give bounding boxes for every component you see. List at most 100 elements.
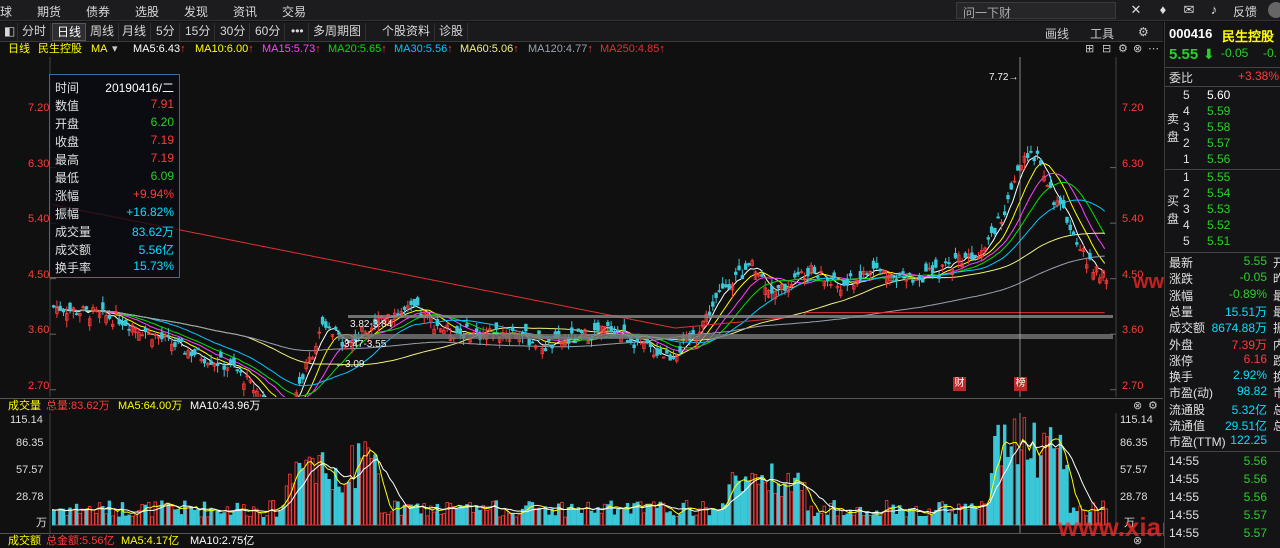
tab-multi-period[interactable]: 多周期图 [309, 23, 367, 41]
volume-bar [645, 503, 649, 526]
collapse-icon[interactable]: ✕ [1130, 2, 1142, 17]
zoom-out-icon[interactable]: ⊟ [1102, 43, 1112, 55]
menu-item-trade[interactable]: 交易 [282, 5, 307, 19]
quote-panel: 000416 民生控股 5.55 ⬇ -0.05 -0. 委比 +3.38% 卖盘… [1164, 22, 1280, 548]
close-icon[interactable]: ⊗ [1133, 43, 1143, 55]
candle-body [835, 285, 840, 289]
tab-30min[interactable]: 30分 [216, 23, 251, 41]
ask-level-2[interactable]: 2 5.57 [1165, 136, 1280, 152]
candle-body [868, 271, 872, 276]
candle-body [622, 324, 626, 332]
bid-level-2[interactable]: 2 5.54 [1165, 186, 1280, 202]
settings-icon[interactable]: ⚙ [1118, 43, 1128, 55]
menu-item-futures[interactable]: 期货 [37, 5, 62, 19]
candle-body [842, 280, 846, 286]
draw-line-button[interactable]: 画线 [1045, 27, 1070, 41]
feedback-button[interactable]: 反馈 [1233, 5, 1258, 19]
menu-item-stock[interactable]: 球 [0, 5, 13, 19]
bid-level-3[interactable]: 3 5.53 [1165, 202, 1280, 218]
bid-level-1[interactable]: 1 5.55 [1165, 170, 1280, 186]
avatar-icon[interactable] [1268, 2, 1280, 18]
candle-body [753, 271, 758, 280]
stock-name: 民生控股 [1222, 29, 1275, 44]
ranking-badge[interactable]: 榜 [1014, 377, 1027, 391]
volume-bar [668, 511, 672, 526]
tools-button[interactable]: 工具 [1090, 27, 1115, 41]
candle-body [1104, 279, 1109, 284]
more-icon[interactable]: ⋯ [1148, 43, 1159, 55]
layout-toggle-icon[interactable]: ◧ [0, 23, 18, 41]
volume-bar [570, 503, 574, 526]
settings-icon[interactable]: ⚙ [1138, 25, 1149, 39]
candle-body [110, 323, 115, 327]
volume-bar [347, 481, 351, 526]
candle-body [311, 357, 315, 360]
ask-level-5[interactable]: 5 5.60 [1165, 88, 1280, 104]
candle-body [1075, 242, 1079, 245]
menu-item-screener[interactable]: 选股 [135, 5, 160, 19]
ask-level-1[interactable]: 1 5.56 [1165, 152, 1280, 168]
candle-body [255, 390, 259, 397]
search-input[interactable]: 问一下财 [956, 2, 1116, 20]
stock-label: 民生控股 [38, 43, 82, 55]
volume-bar [379, 512, 384, 526]
bid-level-5[interactable]: 5 5.51 [1165, 234, 1280, 250]
candle-body [727, 284, 731, 290]
settings-icon[interactable]: ⚙ [1148, 400, 1158, 412]
candle-body [314, 345, 318, 354]
ask-level-4[interactable]: 4 5.59 [1165, 104, 1280, 120]
ask-level-3[interactable]: 3 5.58 [1165, 120, 1280, 136]
bell-icon[interactable]: ♪ [1210, 2, 1218, 17]
volume-bar [842, 515, 846, 526]
candle-body [779, 284, 784, 290]
volume-bar [688, 507, 692, 526]
candle-body [675, 354, 679, 362]
volume-bar [770, 463, 774, 526]
menu-item-discover[interactable]: 发现 [184, 5, 209, 19]
candle-body [701, 320, 705, 328]
tab-60min[interactable]: 60分 [251, 23, 286, 41]
ma-selector[interactable]: MA [91, 43, 108, 55]
candle-body [124, 320, 128, 326]
tab-5min[interactable]: 5分 [152, 23, 180, 41]
tab-monthly[interactable]: 月线 [118, 23, 152, 41]
candlestick-chart[interactable] [0, 57, 1163, 397]
chevron-down-icon[interactable]: ▾ [112, 43, 118, 55]
tab-more[interactable]: ••• [287, 23, 309, 41]
zoom-in-icon[interactable]: ⊞ [1085, 43, 1095, 55]
stat-label-2: 最 [1273, 303, 1280, 320]
candle-body [327, 326, 331, 329]
volume-ma10: MA10:43.96万 [190, 400, 261, 412]
volume-bar [1088, 511, 1092, 526]
tab-stock-profile[interactable]: 个股资料 [378, 23, 436, 41]
candle-body [943, 261, 948, 264]
tab-daily[interactable]: 日线 [52, 23, 87, 41]
candle-body [294, 392, 299, 397]
close-icon[interactable]: ⊗ [1133, 400, 1143, 412]
menu-item-news[interactable]: 资讯 [233, 5, 258, 19]
candle-body [802, 277, 807, 280]
volume-bar [258, 513, 262, 526]
tab-15min[interactable]: 15分 [181, 23, 216, 41]
tab-intraday[interactable]: 分时 [18, 23, 52, 41]
volume-chart[interactable] [0, 413, 1163, 533]
stat-label: 流通股 [1169, 402, 1206, 417]
close-icon[interactable]: ⊗ [1133, 535, 1143, 547]
tab-weekly[interactable]: 周线 [86, 23, 120, 41]
volume-bar [589, 510, 594, 526]
shirt-icon[interactable]: ♦ [1159, 2, 1167, 17]
candle-body [1009, 183, 1013, 190]
menu-item-bonds[interactable]: 债券 [86, 5, 111, 19]
volume-bar [294, 461, 299, 526]
finance-badge[interactable]: 财 [953, 377, 966, 391]
volume-bar [248, 516, 253, 526]
bid-level-4[interactable]: 4 5.52 [1165, 218, 1280, 234]
mail-icon[interactable]: ✉ [1183, 2, 1195, 17]
volume-bar [176, 509, 180, 526]
tab-diagnosis[interactable]: 诊股 [435, 23, 469, 41]
candle-body [907, 272, 912, 275]
stat-label: 流通值 [1169, 419, 1206, 433]
volume-bar [743, 476, 748, 526]
candle-body [235, 369, 239, 372]
volume-bar [235, 502, 239, 526]
